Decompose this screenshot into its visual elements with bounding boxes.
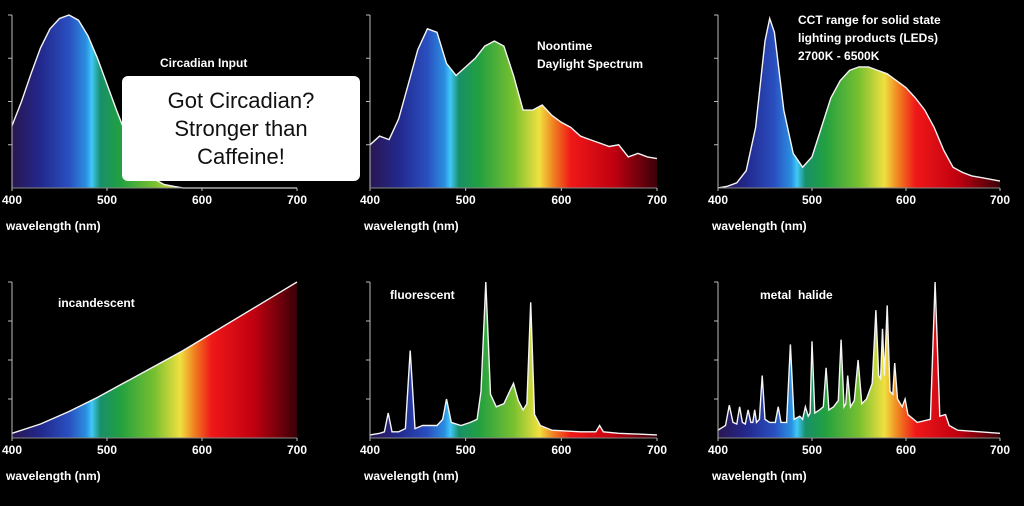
x-tick-label: 500 xyxy=(802,193,822,207)
x-tick-label: 700 xyxy=(287,443,307,457)
x-tick-label: 600 xyxy=(192,443,212,457)
spectrum-line xyxy=(717,281,1001,434)
x-tick-label: 500 xyxy=(456,193,476,207)
chart-title: Circadian Input xyxy=(160,56,247,70)
spectrum-line xyxy=(369,281,658,436)
chart-title: incandescent xyxy=(58,296,135,310)
x-tick-label: 700 xyxy=(990,443,1010,457)
chart-title: lighting products (LEDs) xyxy=(798,31,938,45)
chart-title: Daylight Spectrum xyxy=(537,57,643,71)
chart-title: metal halide xyxy=(760,288,833,302)
x-tick-label: 400 xyxy=(360,443,380,457)
x-tick-label: 700 xyxy=(287,193,307,207)
x-axis-label: wavelength (nm) xyxy=(363,469,459,483)
chart-title: fluorescent xyxy=(390,288,455,302)
caption-line: Stronger than xyxy=(174,116,308,141)
x-tick-label: 500 xyxy=(97,443,117,457)
x-tick-label: 600 xyxy=(551,443,571,457)
x-axis-label: wavelength (nm) xyxy=(5,219,101,233)
chart-title: Noontime xyxy=(537,39,593,53)
x-tick-label: 700 xyxy=(990,193,1010,207)
x-tick-label: 600 xyxy=(896,443,916,457)
x-axis-label: wavelength (nm) xyxy=(711,219,807,233)
x-tick-label: 600 xyxy=(896,193,916,207)
x-tick-label: 400 xyxy=(2,443,22,457)
x-tick-label: 700 xyxy=(647,193,667,207)
area-fill xyxy=(370,28,657,188)
area-fill xyxy=(12,282,297,438)
x-axis-label: wavelength (nm) xyxy=(363,219,459,233)
area-fill xyxy=(370,282,657,438)
chart-title: 2700K - 6500K xyxy=(798,49,880,63)
x-tick-label: 700 xyxy=(647,443,667,457)
x-tick-label: 400 xyxy=(360,193,380,207)
chart-title: CCT range for solid state xyxy=(798,13,941,27)
x-tick-label: 600 xyxy=(192,193,212,207)
spectrum-line xyxy=(717,15,1001,189)
caption-line: Got Circadian? xyxy=(167,88,315,113)
caption-box: Got Circadian? Stronger than Caffeine! xyxy=(122,76,360,181)
area-fill xyxy=(718,18,1000,188)
x-tick-label: 500 xyxy=(97,193,117,207)
x-tick-label: 600 xyxy=(551,193,571,207)
x-tick-label: 400 xyxy=(2,193,22,207)
x-axis-label: wavelength (nm) xyxy=(711,469,807,483)
spectrum-line xyxy=(11,281,298,434)
x-tick-label: 400 xyxy=(708,443,728,457)
caption-line: Caffeine! xyxy=(197,144,285,169)
x-tick-label: 500 xyxy=(456,443,476,457)
area-fill xyxy=(718,282,1000,438)
area-fill xyxy=(12,15,297,188)
x-tick-label: 400 xyxy=(708,193,728,207)
spectrum-line xyxy=(369,27,658,160)
x-tick-label: 500 xyxy=(802,443,822,457)
x-axis-label: wavelength (nm) xyxy=(5,469,101,483)
